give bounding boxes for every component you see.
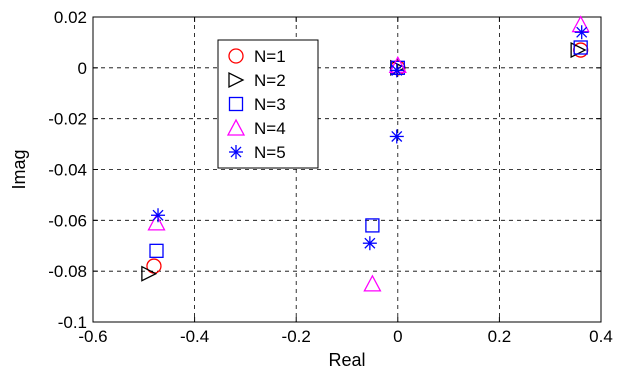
asterisk-stroke [364, 237, 376, 249]
x-tick-label: 0 [393, 327, 402, 346]
legend-label: N=5 [254, 143, 286, 162]
asterisk-stroke [576, 26, 588, 38]
legend-item: N=2 [228, 71, 286, 90]
legend-label: N=4 [254, 119, 286, 138]
series-3 [149, 40, 588, 258]
legend-marker [229, 145, 243, 159]
series-4 [147, 15, 590, 292]
legend-marker [228, 96, 244, 112]
data-point [390, 60, 405, 75]
axis-ticks: -0.6 -0.4 -0.2 0 0.2 0.4 0.02 0 -0.02 -0.04 -0.06 -… [48, 8, 613, 346]
data-point [571, 15, 590, 33]
data-point [365, 218, 380, 233]
legend-label: N=1 [254, 47, 286, 66]
data-point [389, 63, 404, 78]
legend-marker [228, 48, 244, 64]
data-point [389, 129, 404, 144]
data-point [151, 208, 166, 223]
y-tick-label: -0.04 [48, 161, 87, 180]
y-tick-label: -0.1 [58, 313, 87, 332]
grid-lines [93, 17, 601, 322]
data-point [147, 213, 166, 231]
legend-item: N=4 [226, 118, 286, 138]
asterisk-stroke [230, 146, 242, 158]
data-markers [141, 15, 590, 292]
x-tick-label: -0.4 [180, 327, 209, 346]
x-tick-label: 0.4 [589, 327, 613, 346]
y-axis-label: Imag [9, 149, 29, 189]
x-tick-label: 0.2 [488, 327, 512, 346]
legend-marker [228, 71, 245, 89]
legend-item: N=3 [228, 95, 286, 114]
series-5 [151, 25, 589, 251]
legend-item: N=5 [229, 143, 286, 162]
series-1 [146, 42, 589, 274]
legend-label: N=2 [254, 71, 286, 90]
asterisk-stroke [391, 64, 403, 76]
x-axis-label: Real [328, 350, 365, 370]
data-point [362, 236, 377, 251]
plot-area [92, 16, 602, 323]
y-tick-label: -0.02 [48, 110, 87, 129]
asterisk-stroke [391, 130, 403, 142]
legend-marker [226, 118, 246, 136]
data-point [141, 265, 158, 282]
data-point [573, 40, 588, 55]
x-tick-label: -0.2 [282, 327, 311, 346]
asterisk-stroke [152, 209, 164, 221]
legend-box [217, 39, 319, 169]
data-point [363, 274, 382, 292]
legend-item: N=1 [228, 47, 286, 66]
y-tick-label: 0.02 [54, 8, 87, 27]
x-tick-label: -0.6 [78, 327, 107, 346]
data-point [149, 243, 164, 258]
legend: N=1 N=2 N=3 N=4 N=5 [217, 39, 319, 169]
legend-label: N=3 [254, 95, 286, 114]
data-point [574, 25, 589, 40]
y-tick-label: -0.08 [48, 262, 87, 281]
y-tick-label: 0 [78, 59, 87, 78]
y-tick-label: -0.06 [48, 211, 87, 230]
series-2 [141, 41, 587, 282]
